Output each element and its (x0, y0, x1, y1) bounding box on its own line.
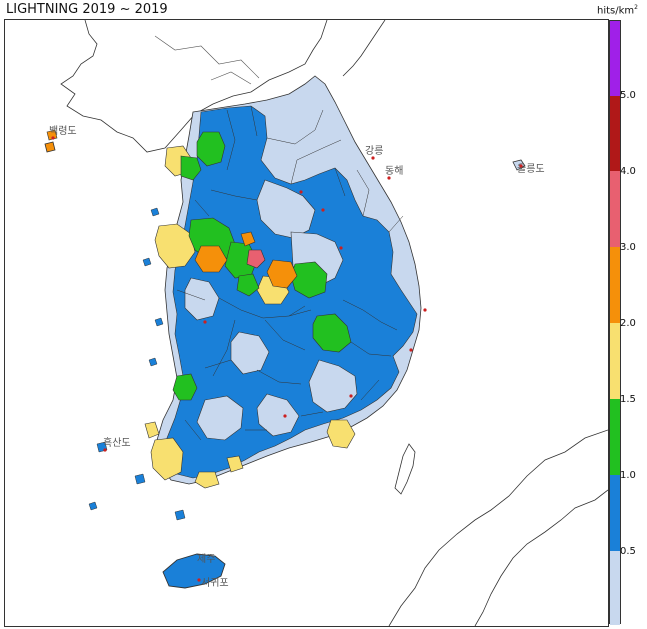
label-heuksando: 흑산도 (103, 436, 131, 449)
legend-tick-15: 1.5 (620, 394, 636, 405)
region-green-southeast (312, 313, 352, 353)
map-area: 백령도 울릉도 강릉 동해 흑산도 제주 서귀포 (4, 19, 609, 627)
legend-seg-05-1 (610, 475, 620, 551)
label-donghae: 동해 (385, 164, 403, 177)
island-baengnyeongdo (44, 141, 56, 153)
label-ulleungdo: 울릉도 (517, 163, 545, 175)
legend-colorbar (609, 20, 621, 625)
region-light-south (256, 393, 300, 437)
legend-seg-1-15 (610, 399, 620, 475)
inner-border-north (154, 35, 260, 85)
region-yellow-west (154, 223, 196, 269)
japan-coastline-2 (474, 489, 608, 626)
legend-seg-2-3 (610, 247, 620, 323)
region-orange-west (194, 245, 228, 273)
tsushima (394, 443, 416, 495)
legend-seg-3-4 (610, 171, 620, 247)
north-coastline (60, 20, 328, 153)
legend-unit-base: hits/km (597, 5, 635, 17)
region-yellow-south-coast (326, 419, 356, 449)
region-yellow-southwest-coast (150, 437, 184, 481)
west-islands (88, 207, 186, 521)
region-yellow-island (194, 471, 220, 489)
legend-tick-1: 1.0 (620, 470, 636, 481)
label-jeju: 제주 (197, 553, 215, 565)
japan-coastline (388, 429, 608, 626)
region-light-central-south (230, 331, 270, 375)
region-orange-center (266, 259, 298, 289)
legend-seg-15-2 (610, 323, 620, 399)
legend-unit: hits/km2 (597, 4, 638, 16)
legend-seg-0-05 (610, 551, 620, 625)
legend-tick-4: 4.0 (620, 166, 636, 177)
legend-tick-2: 2.0 (620, 318, 636, 329)
region-light-southwest (196, 395, 244, 441)
island-jeju (162, 553, 226, 589)
region-pink-center (246, 249, 266, 269)
region-green-north-2 (180, 155, 202, 181)
region-light-southeast (308, 359, 358, 413)
legend-tick-3: 3.0 (620, 242, 636, 253)
region-yellow-island-2 (226, 455, 244, 473)
legend-tick-05: 0.5 (620, 546, 636, 557)
region-green-central-2 (236, 273, 260, 297)
north-coastline-east (342, 20, 386, 77)
label-gangneung: 강릉 (365, 145, 383, 157)
region-yellow-sw-islands (144, 421, 160, 439)
korea-map: 백령도 울릉도 강릉 동해 흑산도 제주 서귀포 (44, 20, 608, 626)
legend-seg-5plus (610, 21, 620, 96)
label-seogwipo: 서귀포 (201, 577, 229, 589)
region-green-north (196, 131, 226, 167)
legend-seg-4-5 (610, 96, 620, 171)
region-green-southwest (172, 373, 198, 401)
legend-tick-5: 5.0 (620, 90, 636, 101)
admin-boundaries (176, 105, 404, 441)
map-title: LIGHTNING 2019 ~ 2019 (6, 2, 168, 17)
station-markers (51, 136, 523, 582)
island-ulleungdo (512, 159, 526, 171)
legend-unit-exponent: 2 (634, 4, 638, 11)
region-orange-small (240, 231, 256, 247)
label-baengnyeongdo: 백령도 (49, 125, 77, 137)
